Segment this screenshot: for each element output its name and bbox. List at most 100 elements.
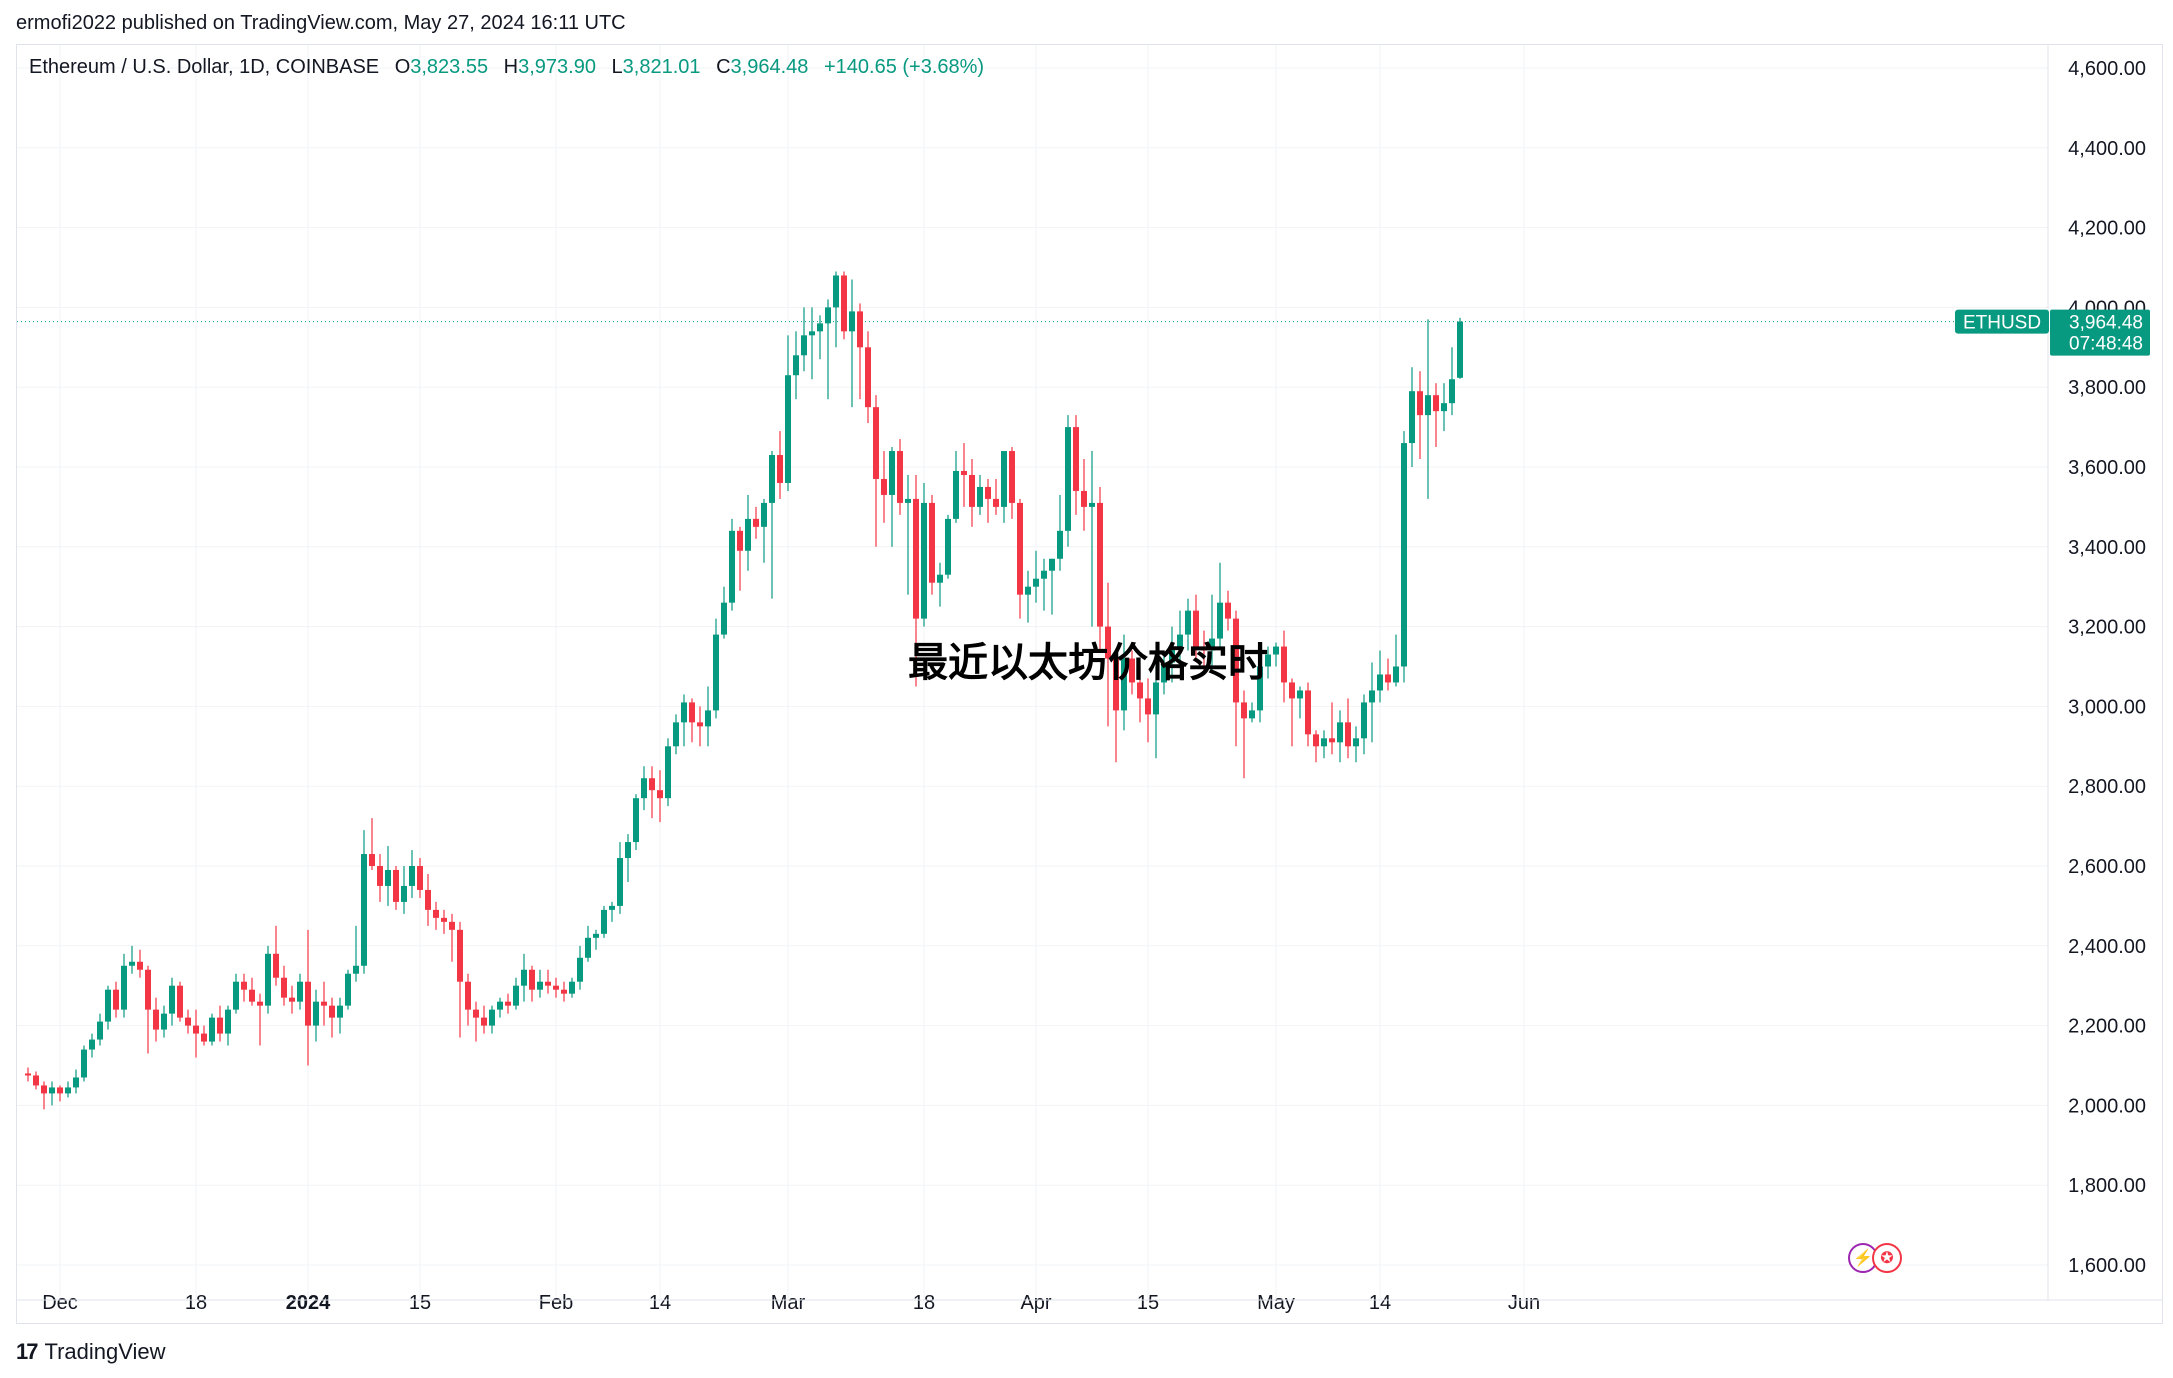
candle-body: [985, 486, 991, 499]
candle-body: [697, 722, 703, 727]
candle-body: [1113, 658, 1119, 711]
candle-body: [1265, 654, 1271, 667]
close-value: 3,964.48: [730, 56, 809, 78]
price-tag-value: 3,964.48: [2069, 313, 2143, 334]
chart-frame[interactable]: [16, 44, 2163, 1324]
y-tick-label: 3,400.00: [2068, 537, 2146, 559]
candle-body: [937, 574, 943, 583]
candle-body: [345, 973, 351, 1006]
candle-body: [225, 1009, 231, 1034]
candle-body: [337, 1005, 343, 1018]
candle-body: [1281, 646, 1287, 683]
candle-body: [729, 530, 735, 603]
candle-body: [1169, 646, 1175, 663]
candle-body: [425, 889, 431, 910]
y-tick-label: 4,600.00: [2068, 58, 2146, 80]
candle-body: [913, 498, 919, 619]
low-label: L: [611, 56, 623, 78]
candle-body: [1241, 702, 1247, 719]
candle-body: [585, 937, 591, 958]
candle-body: [1193, 610, 1199, 647]
candle-body: [465, 981, 471, 1010]
close-label: C: [716, 56, 731, 78]
y-tick-label: 4,200.00: [2068, 218, 2146, 240]
price-tag-bg: [2050, 309, 2150, 356]
candle-body: [353, 965, 359, 974]
candle-body: [601, 909, 607, 934]
us-flag-icon[interactable]: ✪: [1872, 1243, 1902, 1273]
candle-body: [1401, 443, 1407, 667]
y-tick-label: 4,400.00: [2068, 138, 2146, 160]
candle-body: [1145, 698, 1151, 715]
candle-body: [1017, 502, 1023, 595]
candle-body: [409, 866, 415, 886]
y-tick-label: 3,600.00: [2068, 457, 2146, 479]
candle-body: [1201, 646, 1207, 651]
candle-body: [481, 1017, 487, 1026]
change-value: +140.65 (+3.68%): [823, 56, 985, 78]
candle-body: [393, 869, 399, 902]
x-tick-label: May: [1257, 1292, 1295, 1314]
candle-body: [1433, 395, 1439, 412]
candle-body: [929, 502, 935, 583]
candle-body: [1225, 602, 1231, 619]
candle-body: [113, 989, 119, 1010]
candle-body: [1073, 427, 1079, 491]
candle-body: [737, 530, 743, 551]
candle-body: [1233, 618, 1239, 703]
candle-body: [1065, 427, 1071, 531]
y-tick-label: 2,400.00: [2068, 936, 2146, 958]
y-tick-label: 3,200.00: [2068, 617, 2146, 639]
candle-body: [137, 961, 143, 970]
candle-body: [281, 977, 287, 998]
footer-brand[interactable]: 17 TradingView: [16, 1339, 166, 1365]
candle-body: [449, 921, 455, 930]
candle-body: [73, 1077, 79, 1088]
x-tick-label: 14: [649, 1292, 671, 1314]
candle-body: [577, 957, 583, 982]
candle-body: [89, 1039, 95, 1050]
candle-body: [153, 1009, 159, 1030]
candle-body: [1041, 570, 1047, 579]
x-tick-label: Apr: [1020, 1292, 1051, 1314]
symbol-label[interactable]: Ethereum / U.S. Dollar, 1D, COINBASE: [29, 56, 380, 78]
y-tick-label: 2,600.00: [2068, 856, 2146, 878]
candle-body: [825, 307, 831, 324]
y-tick-label: 1,600.00: [2068, 1255, 2146, 1277]
candle-body: [641, 778, 647, 799]
high-value: 3,973.90: [518, 56, 596, 78]
candle-body: [617, 858, 623, 906]
y-tick-label: 1,800.00: [2068, 1175, 2146, 1197]
event-badges[interactable]: ⚡ ✪: [1848, 1243, 1902, 1273]
candle-body: [777, 455, 783, 483]
candle-body: [1001, 451, 1007, 507]
candle-body: [1337, 722, 1343, 743]
y-tick-label: 3,800.00: [2068, 377, 2146, 399]
candle-body: [1009, 451, 1015, 503]
candle-body: [209, 1017, 215, 1042]
candle-body: [1257, 666, 1263, 711]
candle-body: [473, 1009, 479, 1018]
candle-body: [1329, 738, 1335, 743]
candle-body: [753, 518, 759, 527]
candle-body: [377, 866, 383, 886]
low-value: 3,821.01: [622, 56, 701, 78]
candle-body: [1313, 734, 1319, 747]
candle-body: [1161, 662, 1167, 683]
x-tick-label: 18: [913, 1292, 935, 1314]
candle-body: [569, 981, 575, 994]
watermark-text: 最近以太坊价格实时: [908, 641, 1268, 685]
candle-body: [297, 981, 303, 1002]
candle-body: [361, 854, 367, 966]
x-tick-label: 15: [1137, 1292, 1159, 1314]
candle-body: [1033, 578, 1039, 587]
candle-body: [705, 710, 711, 727]
ticker-tag-label: ETHUSD: [1963, 313, 2041, 334]
candle-body: [105, 989, 111, 1022]
candle-body: [665, 746, 671, 799]
candle-body: [1385, 674, 1391, 683]
candle-body: [513, 985, 519, 1006]
candle-body: [889, 451, 895, 495]
candle-body: [121, 965, 127, 1010]
